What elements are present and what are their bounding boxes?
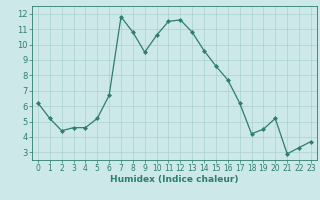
X-axis label: Humidex (Indice chaleur): Humidex (Indice chaleur): [110, 175, 239, 184]
